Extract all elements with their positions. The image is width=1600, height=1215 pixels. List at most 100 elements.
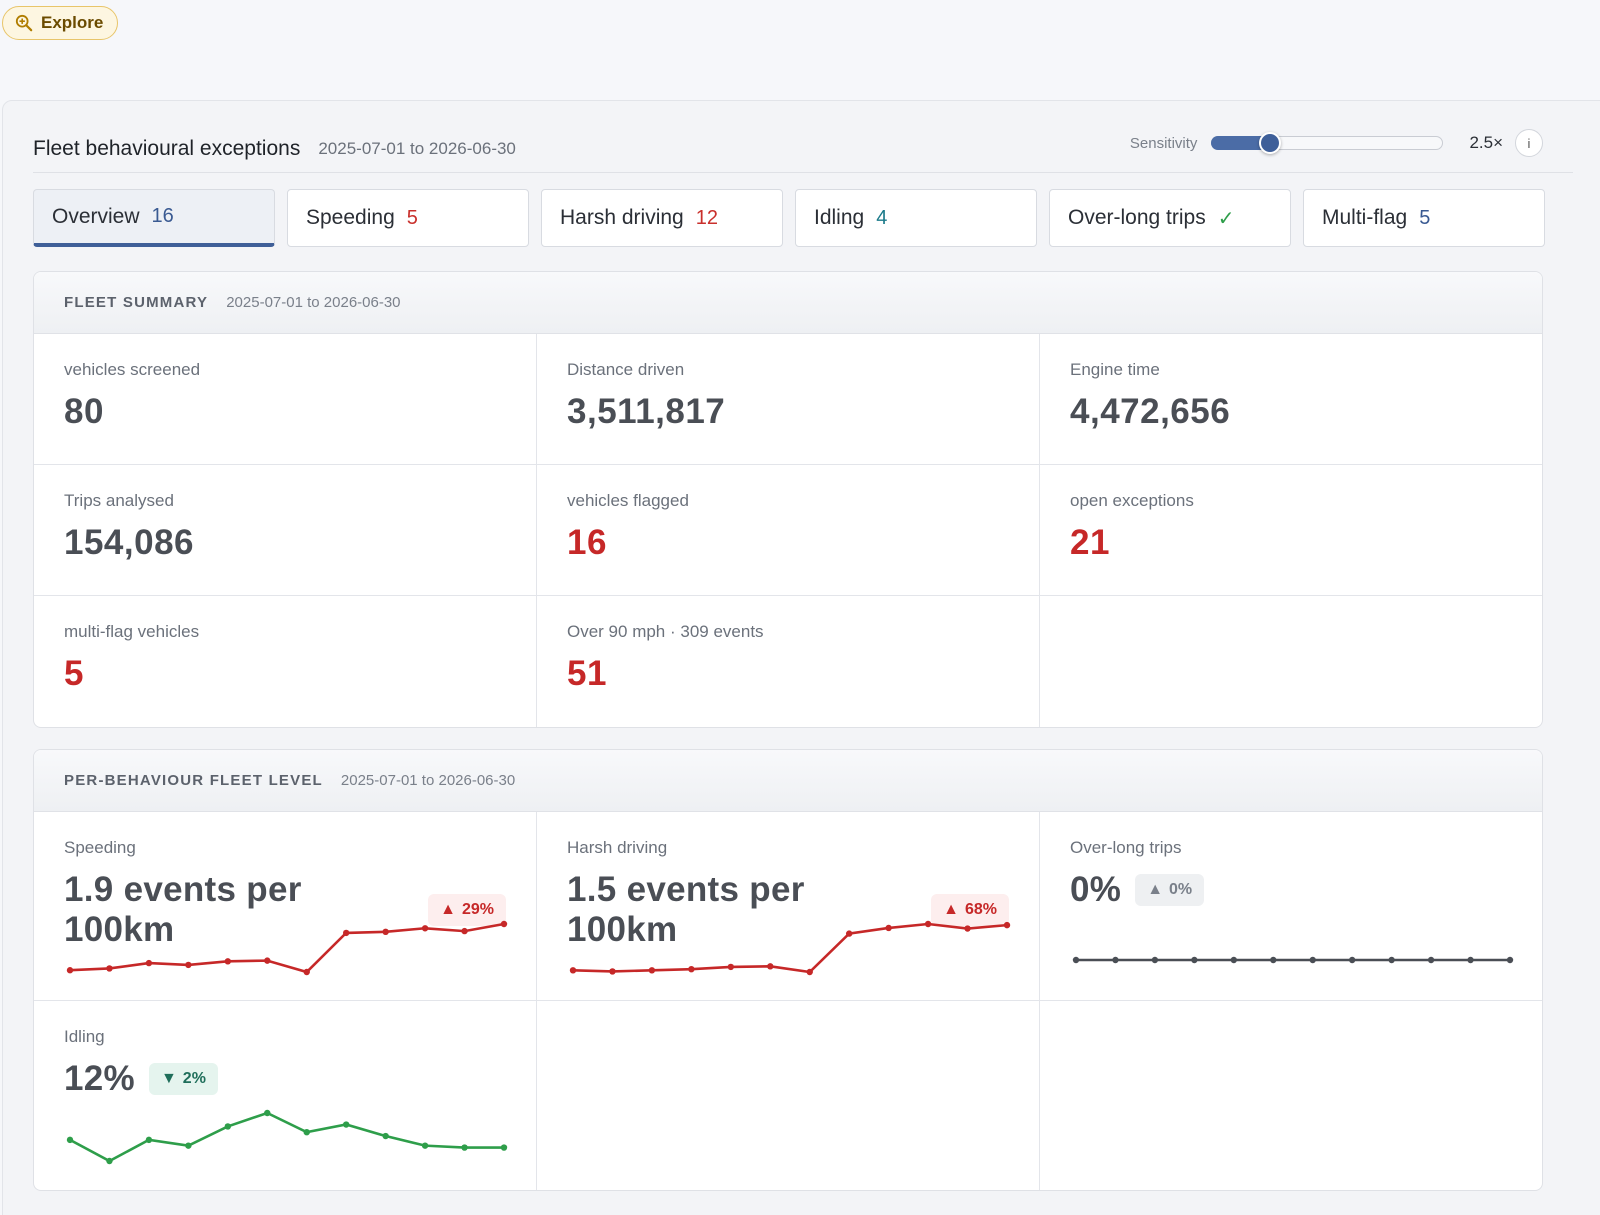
- behaviour-grid: Speeding 1.9 events per 100km ▲ 29% Harsh dr…: [34, 812, 1542, 1190]
- stat-label: open exceptions: [1070, 491, 1194, 510]
- trend-point: [1191, 956, 1198, 964]
- trend-point: [1427, 956, 1435, 964]
- trend-point: [145, 1136, 153, 1144]
- trend-point: [727, 963, 735, 971]
- tab-idling[interactable]: Idling 4: [795, 189, 1037, 247]
- trend-point: [806, 968, 813, 976]
- card-range: 2025-07-01 to 2026-06-30: [340, 772, 516, 789]
- behaviour-value-row: 12% ▼ 2%: [64, 1059, 506, 1099]
- behaviour-value: 1.5 events per 100km: [567, 870, 805, 949]
- panel-header: Fleet behavioural exceptions 2025-07-01 …: [33, 125, 1573, 173]
- trend-point: [845, 930, 853, 937]
- trend-point: [421, 1142, 429, 1149]
- tab-label: Idling: [814, 206, 865, 229]
- stat-value: 21: [1070, 523, 1110, 562]
- trend-point: [1230, 956, 1238, 964]
- trend-point: [264, 1109, 271, 1117]
- trend-point: [106, 965, 113, 972]
- sensitivity-control: Sensitivity 2.5× i: [1130, 129, 1543, 157]
- trend-point: [1309, 956, 1316, 964]
- delta-value: 2%: [182, 1070, 206, 1087]
- stat-value: 3,511,817: [567, 392, 726, 431]
- tab-count: 12: [695, 206, 718, 229]
- trend-point: [964, 925, 971, 932]
- stat-label: Trips analysed: [64, 491, 174, 510]
- empty-cell: [537, 1001, 1040, 1190]
- summary-grid: vehicles screened 80 Distance driven 3,511,…: [34, 334, 1542, 727]
- triangle-up-icon: ▲: [943, 901, 959, 918]
- trend-line: [69, 922, 505, 974]
- trend-point: [1072, 956, 1080, 964]
- trend-point: [461, 927, 468, 935]
- stat-label: vehicles flagged: [567, 491, 689, 510]
- card-header: PER-BEHAVIOUR FLEET LEVEL 2025-07-01 to …: [34, 750, 1542, 812]
- stat-label: vehicles screened: [64, 360, 201, 379]
- tab-harsh-driving[interactable]: Harsh driving 12: [541, 189, 783, 247]
- tab-speeding[interactable]: Speeding 5: [287, 189, 529, 247]
- trend-line: [69, 1111, 504, 1163]
- trend-point: [421, 925, 429, 932]
- stat-label: Distance driven: [567, 360, 685, 379]
- info-button[interactable]: i: [1515, 129, 1543, 157]
- trend-point: [66, 1136, 74, 1144]
- card-range: 2025-07-01 to 2026-06-30: [226, 294, 401, 311]
- trend-point: [1467, 956, 1474, 964]
- stat-cell: vehicles screened 80: [34, 334, 537, 465]
- trend-point: [609, 968, 616, 975]
- stat-cell: vehicles flagged 16: [537, 465, 1040, 596]
- sensitivity-slider[interactable]: [1211, 132, 1444, 154]
- triangle-down-icon: ▼: [160, 1070, 177, 1087]
- slider-handle[interactable]: [1259, 132, 1282, 154]
- trend-point: [303, 1129, 310, 1136]
- behaviour-value-row: 0% ▲ 0%: [1070, 870, 1512, 910]
- behaviour-cell: Harsh driving 1.5 events per 100km ▲ 68%: [537, 812, 1040, 1001]
- delta-badge: ▲ 29%: [428, 894, 506, 926]
- trend-point: [500, 920, 508, 928]
- tab-overview[interactable]: Overview 16: [33, 189, 275, 247]
- exceptions-panel: Fleet behavioural exceptions 2025-07-01 …: [2, 100, 1600, 1215]
- trend-point: [924, 920, 932, 928]
- trend-point: [382, 928, 389, 936]
- zoom-in-icon: [15, 14, 33, 32]
- stat-value: 80: [64, 392, 104, 431]
- behaviour-value: 12%: [64, 1059, 135, 1098]
- behaviour-label: Harsh driving: [567, 838, 668, 857]
- trend-sparkline: [66, 1109, 508, 1165]
- explore-button[interactable]: Explore: [2, 6, 119, 40]
- trend-point: [106, 1157, 113, 1165]
- trend-point: [461, 1144, 468, 1151]
- trend-point: [885, 924, 892, 932]
- trend-point: [66, 967, 74, 974]
- trend-point: [145, 959, 153, 967]
- delta-badge: ▲ 0%: [1135, 874, 1205, 906]
- tab-over-long-trips[interactable]: Over-long trips ✓: [1049, 189, 1291, 247]
- trend-point: [382, 1132, 389, 1140]
- trend-point: [500, 1144, 508, 1151]
- sensitivity-label: Sensitivity: [1129, 134, 1198, 152]
- tab-count: 5: [1419, 206, 1431, 229]
- stat-cell: open exceptions 21: [1040, 465, 1542, 596]
- stat-value: 4,472,656: [1070, 392, 1231, 431]
- trend-point: [185, 1142, 192, 1149]
- tab-count: 16: [151, 205, 174, 227]
- page-title: Fleet behavioural exceptions: [33, 136, 301, 160]
- stat-label: Engine time: [1070, 360, 1160, 379]
- trend-point: [342, 1121, 350, 1128]
- tab-count: 4: [876, 206, 888, 229]
- trend-point: [224, 958, 232, 965]
- trend-point: [1112, 956, 1119, 964]
- triangle-up-icon: ▲: [440, 901, 456, 918]
- tab-count: 5: [406, 206, 418, 229]
- stat-value: 16: [567, 523, 607, 562]
- trend-line: [572, 922, 1008, 974]
- stat-label: multi-flag vehicles: [64, 622, 200, 641]
- stat-cell: Over 90 mph · 309 events 51: [537, 596, 1040, 727]
- tab-multi-flag[interactable]: Multi-flag 5: [1303, 189, 1545, 247]
- card-title: PER-BEHAVIOUR FLEET LEVEL: [64, 772, 323, 789]
- trend-point: [1003, 921, 1011, 929]
- delta-value: 0%: [1169, 881, 1193, 898]
- stat-value: 51: [567, 654, 607, 693]
- behaviour-cell: Speeding 1.9 events per 100km ▲ 29%: [34, 812, 537, 1001]
- date-range: 2025-07-01 to 2026-06-30: [318, 138, 516, 158]
- behaviour-label: Over-long trips: [1070, 838, 1182, 857]
